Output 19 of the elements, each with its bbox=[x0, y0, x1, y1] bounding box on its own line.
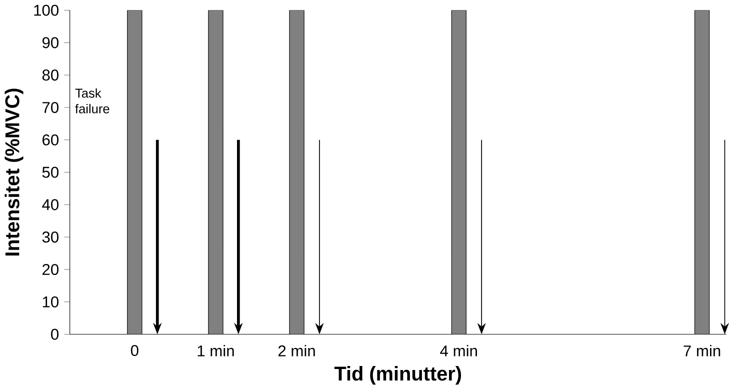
y-tick-label: 80 bbox=[42, 69, 58, 80]
y-tick-label: 0 bbox=[51, 328, 58, 340]
x-tick-label: 0 bbox=[130, 344, 138, 356]
y-tick-label: 30 bbox=[42, 231, 58, 242]
y-tick-label: 60 bbox=[42, 134, 58, 146]
y-tick-label: 20 bbox=[42, 264, 58, 275]
y-tick-label: 40 bbox=[42, 198, 58, 210]
x-tick-label: 2 min bbox=[278, 344, 315, 356]
x-axis-title: Tid (minutter) bbox=[334, 366, 462, 384]
annotation: Task failure bbox=[75, 88, 110, 114]
y-tick-label: 50 bbox=[42, 166, 58, 178]
x-tick-label: 4 min bbox=[440, 344, 477, 356]
y-axis-title: Intensitet (%MVC) bbox=[4, 88, 24, 256]
x-tick-label: 1 min bbox=[198, 344, 234, 356]
y-tick-label: 100 bbox=[34, 4, 58, 16]
y-tick-label: 10 bbox=[42, 296, 58, 308]
y-tick-label: 70 bbox=[42, 102, 58, 113]
x-tick-label: 7 min bbox=[684, 344, 720, 356]
y-tick-label: 90 bbox=[42, 36, 58, 48]
